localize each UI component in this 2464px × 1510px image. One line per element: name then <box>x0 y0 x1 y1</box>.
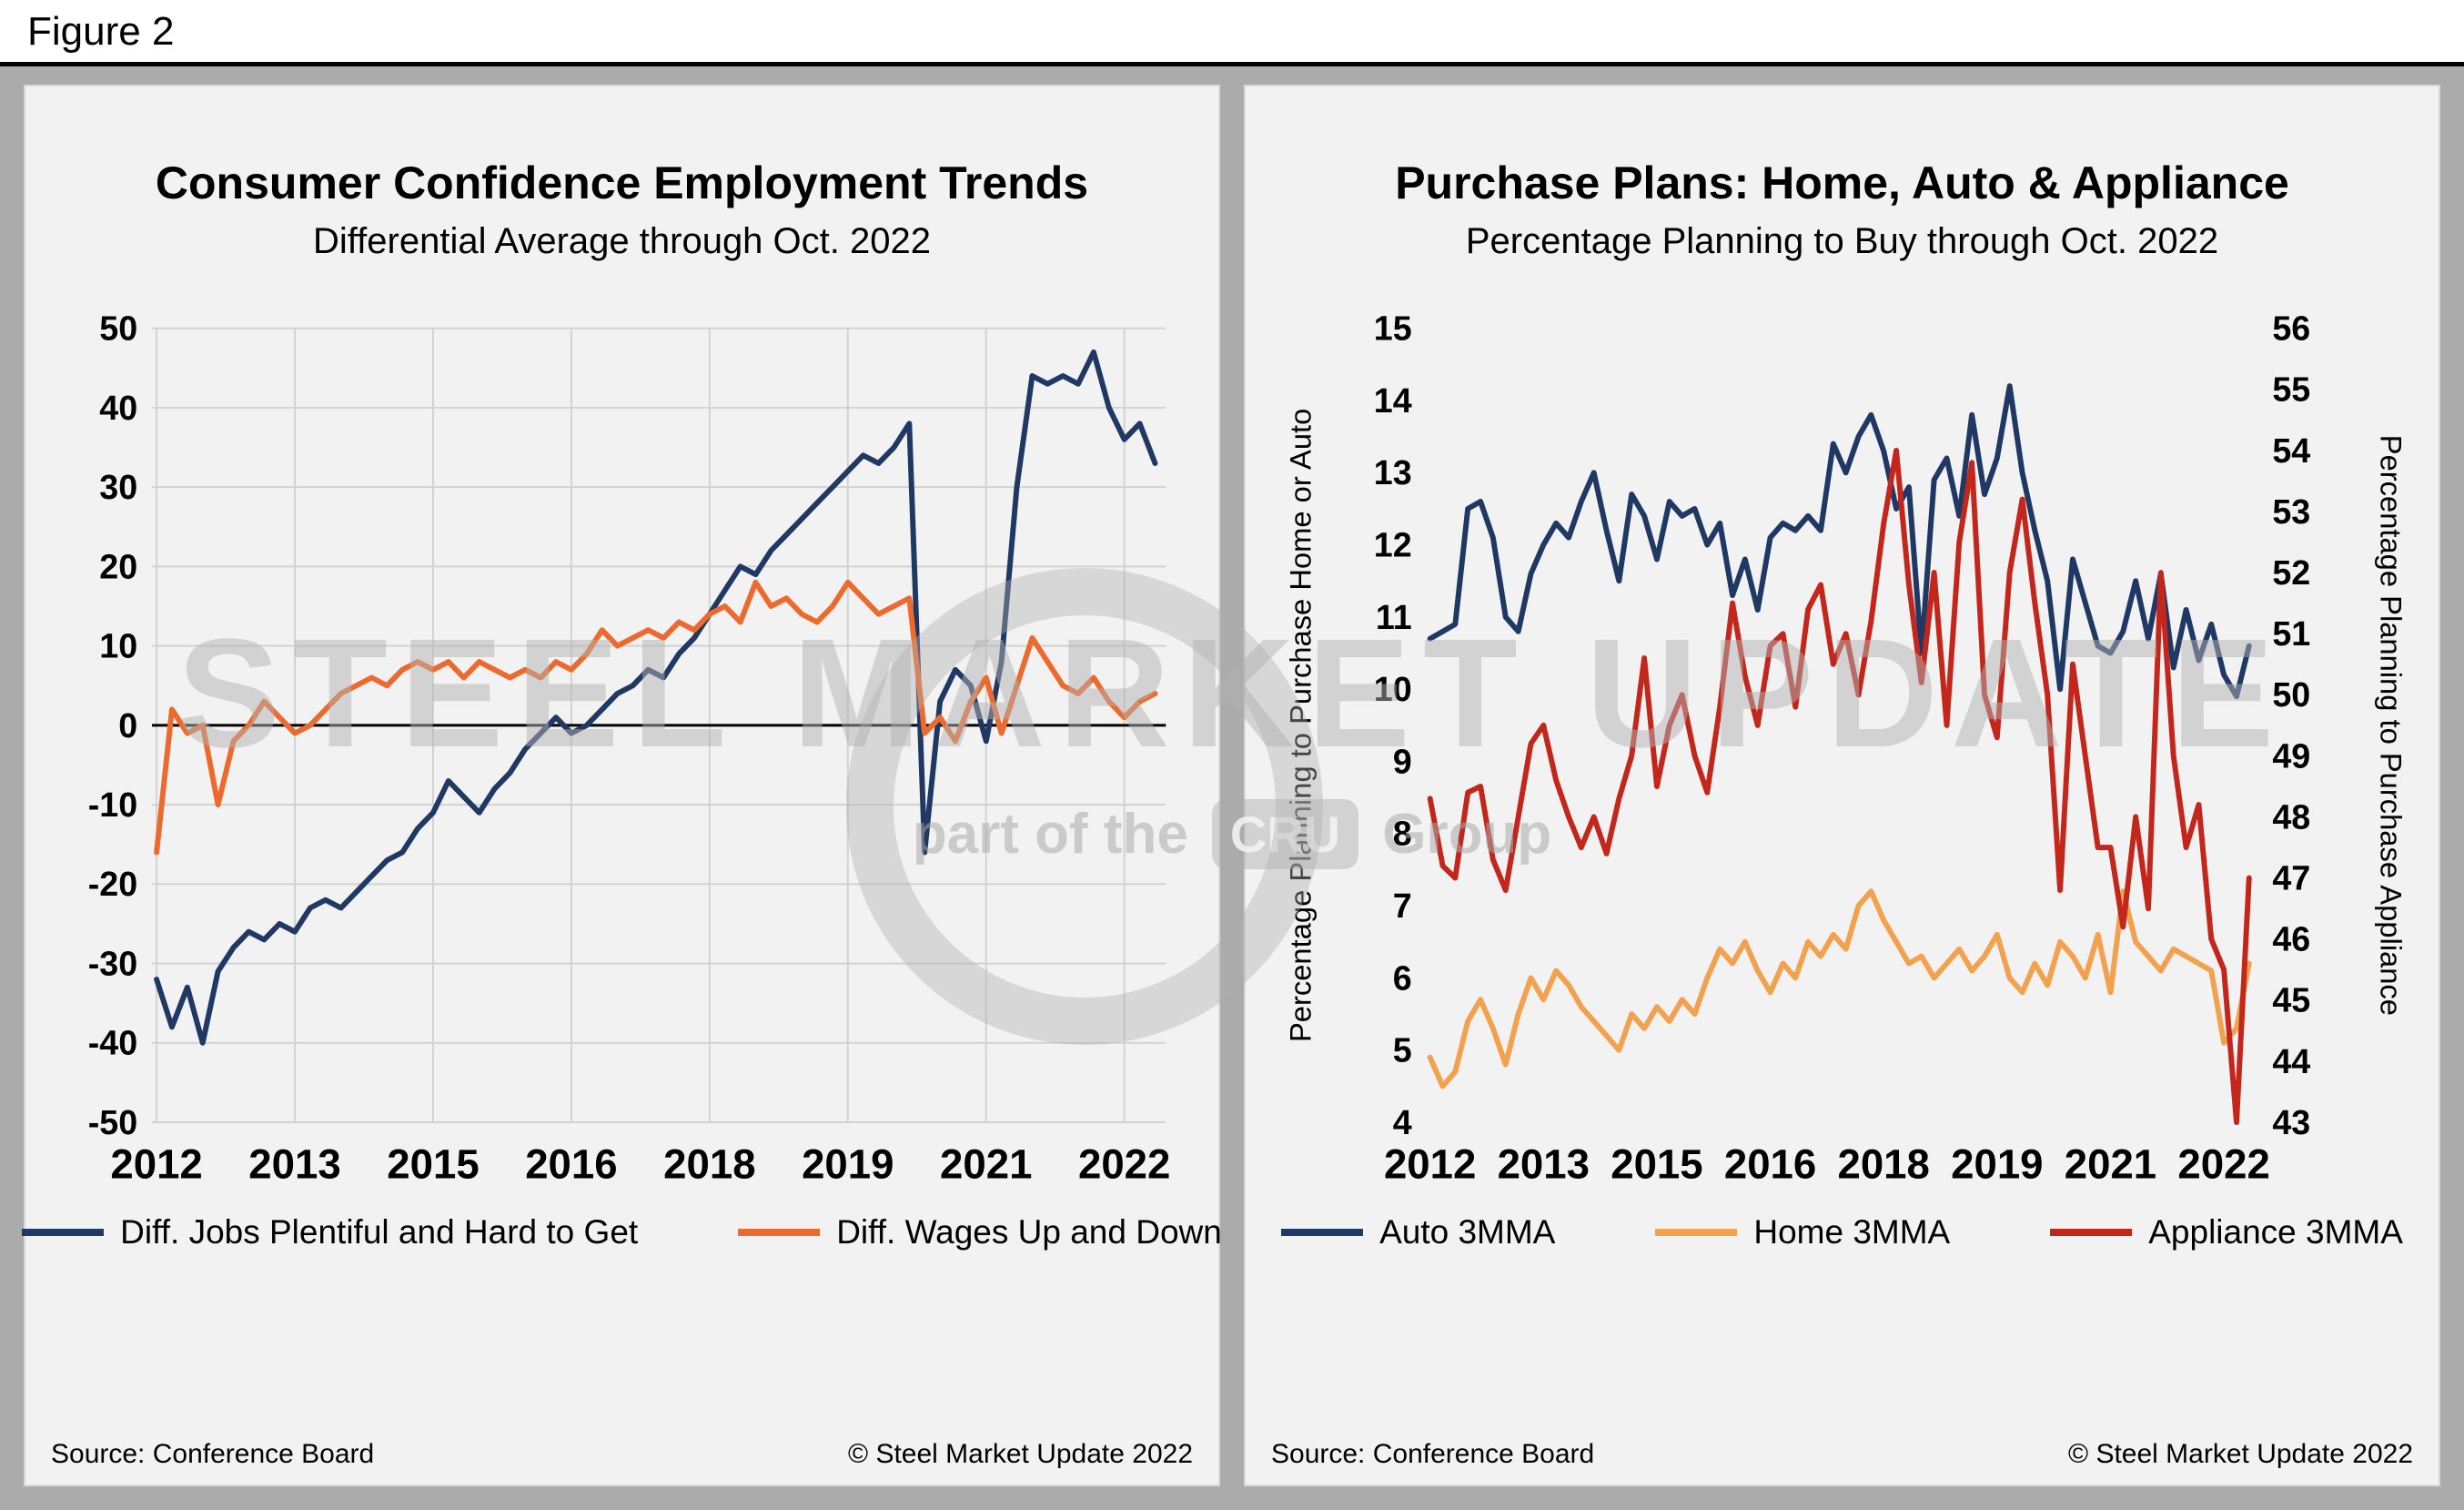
legend-label: Diff. Jobs Plentiful and Hard to Get <box>120 1212 639 1251</box>
legend-item: Diff. Wages Up and Down <box>738 1213 1222 1252</box>
legend-swatch <box>1281 1228 1364 1236</box>
svg-text:2013: 2013 <box>248 1140 340 1187</box>
svg-text:47: 47 <box>2272 858 2310 897</box>
employment-chart-title: Consumer Confidence Employment Trends <box>155 157 1089 208</box>
svg-text:2016: 2016 <box>1724 1140 1816 1187</box>
svg-text:2021: 2021 <box>2065 1140 2156 1187</box>
svg-text:4: 4 <box>1393 1102 1412 1140</box>
legend-swatch <box>738 1228 821 1236</box>
svg-text:-20: -20 <box>88 865 137 903</box>
svg-text:20: 20 <box>99 547 137 585</box>
employment-chart-subtitle: Differential Average through Oct. 2022 <box>313 220 931 261</box>
svg-text:45: 45 <box>2272 980 2310 1018</box>
svg-text:2019: 2019 <box>1951 1140 2043 1187</box>
legend-item: Appliance 3MMA <box>2050 1213 2403 1252</box>
purchase-plans-chart: 4567891011121314154344454647484950515253… <box>1284 309 2408 1187</box>
svg-text:7: 7 <box>1393 887 1412 925</box>
employment-trends-chart: -50 -40 -30 -20 -10 0 10 20 30 40 50 2012 2013 2015 20… <box>88 309 1171 1187</box>
svg-text:56: 56 <box>2272 309 2310 347</box>
svg-text:2019: 2019 <box>802 1140 894 1187</box>
legend-swatch <box>2050 1228 2133 1236</box>
purchase-chart-legend: Auto 3MMA Home 3MMA Appliance 3MMA <box>1271 1213 2413 1252</box>
legend-label: Auto 3MMA <box>1379 1212 1556 1251</box>
svg-text:54: 54 <box>2272 431 2310 469</box>
svg-text:44: 44 <box>2272 1041 2310 1079</box>
svg-text:2012: 2012 <box>1384 1140 1476 1187</box>
svg-text:-10: -10 <box>88 785 137 823</box>
svg-text:2018: 2018 <box>663 1140 755 1187</box>
legend-item: Home 3MMA <box>1655 1213 1950 1252</box>
svg-text:53: 53 <box>2272 492 2310 530</box>
purchase-chart-subtitle: Percentage Planning to Buy through Oct. … <box>1465 220 2219 261</box>
purchase-chart-footer: Source: Conference Board © Steel Market … <box>1271 1414 2413 1470</box>
svg-text:6: 6 <box>1393 958 1412 997</box>
legend-swatch <box>22 1228 105 1236</box>
source-text: Source: Conference Board <box>51 1439 375 1469</box>
legend-item: Auto 3MMA <box>1281 1213 1555 1252</box>
purchase-chart-title: Purchase Plans: Home, Auto & Appliance <box>1395 157 2289 208</box>
svg-text:50: 50 <box>2272 675 2310 714</box>
svg-text:51: 51 <box>2272 614 2310 653</box>
svg-text:30: 30 <box>99 468 137 506</box>
svg-text:2013: 2013 <box>1498 1140 1590 1187</box>
svg-text:-40: -40 <box>88 1023 137 1061</box>
svg-text:8: 8 <box>1393 814 1412 852</box>
legend-swatch <box>1655 1228 1738 1236</box>
employment-chart-legend: Diff. Jobs Plentiful and Hard to Get Diff… <box>22 1213 1222 1252</box>
legend-item: Diff. Jobs Plentiful and Hard to Get <box>22 1213 638 1252</box>
svg-text:2022: 2022 <box>2177 1140 2269 1187</box>
svg-text:2015: 2015 <box>1611 1140 1702 1187</box>
svg-text:-50: -50 <box>88 1102 137 1140</box>
employment-trends-panel: Consumer Confidence Employment Trends Di… <box>22 85 1222 1486</box>
svg-text:10: 10 <box>99 626 137 664</box>
svg-text:14: 14 <box>1374 380 1412 419</box>
svg-text:Percentage Planning to Purchas: Percentage Planning to Purchase Applianc… <box>2374 434 2408 1015</box>
legend-label: Appliance 3MMA <box>2148 1212 2403 1251</box>
svg-text:0: 0 <box>118 705 137 744</box>
purchase-plans-panel: Purchase Plans: Home, Auto & Appliance P… <box>1244 85 2440 1486</box>
source-text: Source: Conference Board <box>1271 1439 1595 1469</box>
svg-text:5: 5 <box>1393 1030 1412 1069</box>
employment-chart-footer: Source: Conference Board © Steel Market … <box>51 1414 1193 1470</box>
svg-text:2021: 2021 <box>940 1140 1032 1187</box>
svg-text:11: 11 <box>1376 597 1412 635</box>
svg-text:2015: 2015 <box>387 1140 479 1187</box>
svg-text:12: 12 <box>1374 525 1412 563</box>
svg-text:13: 13 <box>1374 453 1412 492</box>
svg-text:-30: -30 <box>88 944 137 982</box>
legend-label: Home 3MMA <box>1753 1212 1951 1251</box>
legend-label: Diff. Wages Up and Down <box>836 1212 1222 1251</box>
svg-text:50: 50 <box>99 309 137 347</box>
svg-text:2018: 2018 <box>1837 1140 1929 1187</box>
svg-text:15: 15 <box>1374 309 1412 347</box>
svg-text:46: 46 <box>2272 919 2310 958</box>
chart-panels: Consumer Confidence Employment Trends Di… <box>0 66 2464 1510</box>
svg-text:49: 49 <box>2272 736 2310 775</box>
figure-label: Figure 2 <box>0 0 2464 66</box>
copyright-text: © Steel Market Update 2022 <box>848 1439 1193 1469</box>
svg-text:55: 55 <box>2272 370 2310 408</box>
svg-text:10: 10 <box>1374 670 1412 708</box>
svg-text:48: 48 <box>2272 797 2310 836</box>
svg-text:52: 52 <box>2272 552 2310 591</box>
svg-text:9: 9 <box>1393 742 1412 780</box>
svg-text:Percentage Planning to Purchas: Percentage Planning to Purchase Home or … <box>1284 408 1318 1041</box>
svg-text:43: 43 <box>2272 1102 2310 1140</box>
svg-text:2022: 2022 <box>1078 1140 1170 1187</box>
svg-text:40: 40 <box>99 388 137 426</box>
copyright-text: © Steel Market Update 2022 <box>2068 1439 2413 1469</box>
svg-text:2012: 2012 <box>110 1140 202 1187</box>
svg-text:2016: 2016 <box>525 1140 617 1187</box>
